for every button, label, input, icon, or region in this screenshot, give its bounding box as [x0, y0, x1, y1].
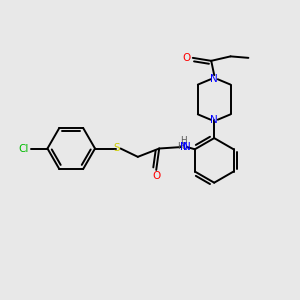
Text: Cl: Cl: [18, 143, 28, 154]
Text: H: H: [181, 136, 187, 145]
Text: N: N: [180, 142, 188, 152]
Text: N: N: [210, 115, 218, 125]
Text: S: S: [113, 143, 120, 153]
Text: O: O: [182, 53, 190, 63]
Text: H: H: [177, 142, 183, 151]
Text: O: O: [152, 172, 160, 182]
Text: N: N: [210, 74, 218, 84]
Text: N: N: [183, 142, 191, 152]
